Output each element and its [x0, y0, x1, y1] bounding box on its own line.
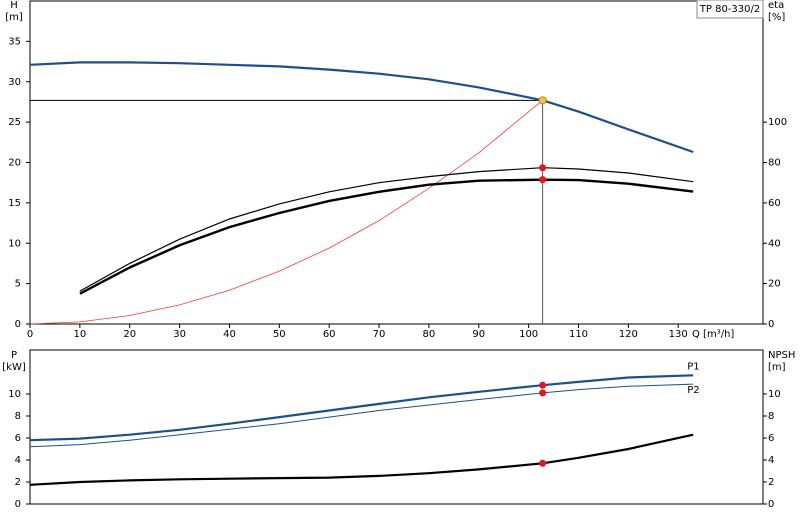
series-line [29, 433, 694, 486]
series-line [79, 167, 694, 292]
y-tick-label: 6 [15, 433, 21, 444]
y-tick-label: 25 [8, 117, 21, 128]
y-tick-label: 10 [8, 389, 21, 400]
series-line [29, 383, 694, 448]
highlight-marker [539, 381, 547, 389]
highlight-marker [539, 164, 547, 172]
y2-tick-label: 60 [768, 198, 781, 209]
y2-tick-label: 20 [768, 279, 781, 290]
y-tick-label: 0 [15, 499, 21, 510]
x-tick-label: 80 [423, 329, 436, 340]
y-tick-label: 15 [8, 198, 21, 209]
y2-tick-label: 8 [768, 411, 774, 422]
y-tick-label: 8 [15, 411, 21, 422]
x-axis-title: Q [m³/h] [692, 329, 734, 340]
x-tick-label: 30 [173, 329, 186, 340]
y2-axis-title: [m] [768, 362, 786, 373]
y-axis-title: H [10, 0, 18, 11]
highlight-marker [539, 389, 547, 397]
x-tick-label: 10 [73, 329, 86, 340]
series-line [29, 374, 694, 442]
y-tick-label: 35 [8, 36, 21, 47]
y2-axis-title: NPSH [768, 350, 795, 361]
y-axis-title: P [11, 350, 17, 361]
series-line [29, 99, 543, 325]
y2-tick-label: 10 [768, 389, 781, 400]
series-line [29, 61, 694, 154]
plot-frame [29, 349, 764, 505]
x-tick-label: 130 [669, 329, 688, 340]
y-tick-label: 30 [8, 77, 21, 88]
y2-tick-label: 2 [768, 477, 774, 488]
highlight-marker [539, 176, 547, 184]
x-tick-label: 50 [273, 329, 286, 340]
x-tick-label: 100 [519, 329, 538, 340]
y-axis-title: [m] [5, 12, 23, 23]
y2-tick-label: 0 [768, 499, 774, 510]
title-box [696, 0, 764, 19]
chart-title: TP 80-330/2 [699, 4, 760, 15]
x-tick-label: 60 [323, 329, 336, 340]
highlight-marker [538, 96, 547, 105]
y2-tick-label: 4 [768, 455, 774, 466]
x-tick-label: 120 [619, 329, 638, 340]
y-tick-label: 5 [15, 279, 21, 290]
highlight-marker [539, 459, 547, 467]
y-tick-label: 4 [15, 455, 21, 466]
x-tick-label: 40 [223, 329, 236, 340]
y-tick-label: 10 [8, 238, 21, 249]
y2-tick-label: 40 [768, 238, 781, 249]
y2-tick-label: 6 [768, 433, 774, 444]
y2-axis-title: eta [768, 0, 784, 11]
x-tick-label: 110 [569, 329, 588, 340]
series-label: P2 [687, 385, 699, 396]
y2-tick-label: 0 [768, 319, 774, 330]
y2-tick-label: 80 [768, 158, 781, 169]
x-tick-label: 70 [373, 329, 386, 340]
series-line [79, 178, 694, 295]
series-label: P1 [687, 361, 699, 372]
y-tick-label: 2 [15, 477, 21, 488]
y-tick-label: 0 [15, 319, 21, 330]
y2-tick-label: 100 [768, 117, 787, 128]
x-tick-label: 20 [123, 329, 136, 340]
y2-axis-title: [%] [768, 12, 785, 23]
x-tick-label: 90 [472, 329, 485, 340]
y-axis-title: [kW] [2, 362, 26, 373]
y-tick-label: 20 [8, 158, 21, 169]
x-tick-label: 0 [27, 329, 33, 340]
